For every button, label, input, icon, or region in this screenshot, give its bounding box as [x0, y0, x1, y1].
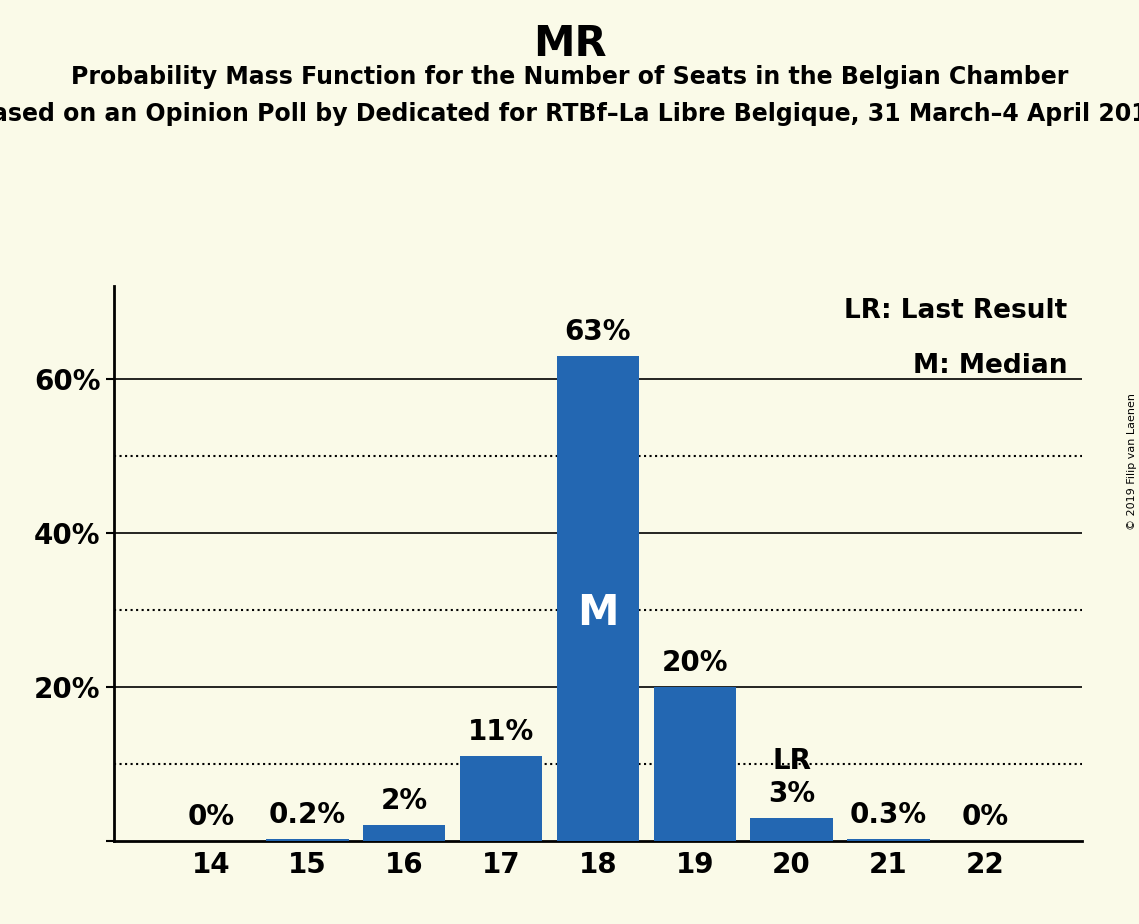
Bar	[363, 825, 445, 841]
Text: 2%: 2%	[380, 787, 428, 816]
Bar	[654, 687, 736, 841]
Bar	[460, 756, 542, 841]
Text: LR: Last Result: LR: Last Result	[844, 298, 1067, 323]
Bar	[847, 839, 929, 841]
Text: 11%: 11%	[468, 718, 534, 747]
Bar	[557, 356, 639, 841]
Text: M: M	[577, 592, 618, 634]
Text: Based on an Opinion Poll by Dedicated for RTBf–La Libre Belgique, 31 March–4 Apr: Based on an Opinion Poll by Dedicated fo…	[0, 102, 1139, 126]
Text: MR: MR	[533, 23, 606, 65]
Text: 63%: 63%	[565, 318, 631, 346]
Text: 0.2%: 0.2%	[269, 801, 346, 830]
Text: 20%: 20%	[662, 649, 728, 676]
Text: LR: LR	[772, 748, 811, 775]
Bar	[751, 818, 833, 841]
Text: 0%: 0%	[187, 803, 235, 831]
Text: 0.3%: 0.3%	[850, 800, 927, 829]
Text: © 2019 Filip van Laenen: © 2019 Filip van Laenen	[1126, 394, 1137, 530]
Bar	[267, 839, 349, 841]
Text: 0%: 0%	[961, 803, 1009, 831]
Text: Probability Mass Function for the Number of Seats in the Belgian Chamber: Probability Mass Function for the Number…	[71, 65, 1068, 89]
Text: 3%: 3%	[768, 780, 816, 808]
Text: M: Median: M: Median	[913, 353, 1067, 379]
